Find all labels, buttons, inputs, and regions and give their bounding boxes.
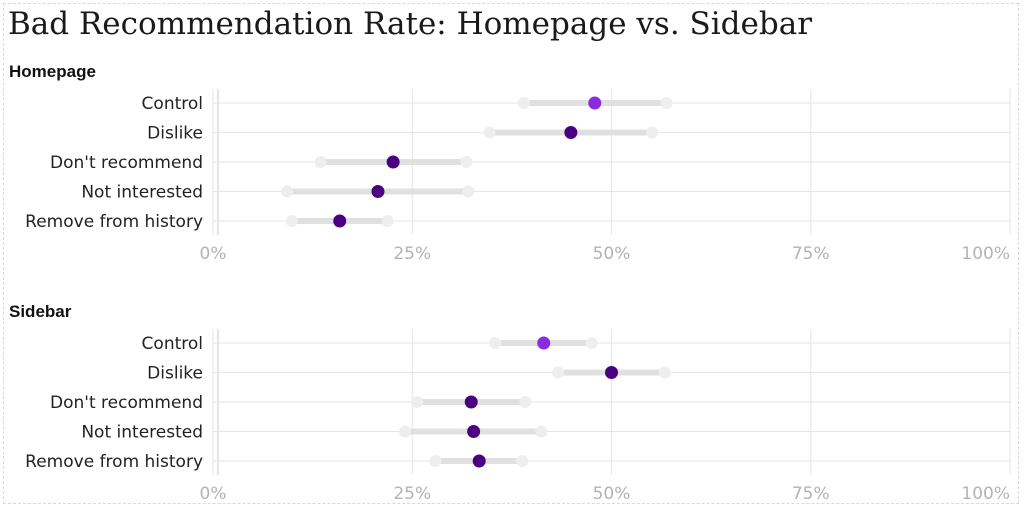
- category-label: Don't recommend: [50, 153, 203, 173]
- range-high-point: [462, 185, 475, 198]
- category-label: Control: [142, 94, 203, 114]
- range-low-point: [517, 97, 530, 109]
- range-high-point: [381, 215, 394, 227]
- x-tick-label: 0%: [200, 244, 227, 264]
- range-high-point: [460, 156, 473, 168]
- range-high-point: [658, 366, 671, 379]
- x-tick-label: 75%: [792, 244, 830, 264]
- range-low-point: [411, 396, 424, 408]
- estimate-point: [605, 366, 618, 379]
- category-label: Dislike: [147, 364, 203, 384]
- range-low-point: [281, 185, 294, 198]
- range-high-point: [519, 396, 532, 408]
- chart-frame: [3, 3, 1019, 504]
- category-label: Don't recommend: [50, 393, 203, 413]
- range-low-point: [552, 366, 565, 379]
- category-label: Remove from history: [25, 452, 203, 472]
- estimate-point: [537, 336, 551, 350]
- range-low-point: [483, 126, 496, 139]
- x-tick-label: 50%: [593, 484, 631, 504]
- x-tick-label: 25%: [393, 244, 431, 264]
- estimate-point: [564, 126, 578, 139]
- category-label: Remove from history: [25, 212, 203, 232]
- range-high-point: [660, 97, 673, 109]
- range-low-point: [489, 337, 502, 349]
- category-label: Not interested: [81, 183, 203, 203]
- range-high-point: [535, 425, 548, 438]
- category-label: Not interested: [81, 423, 203, 443]
- x-tick-label: 100%: [961, 244, 1010, 264]
- x-tick-label: 100%: [961, 484, 1010, 504]
- estimate-point: [464, 395, 478, 409]
- range-high-point: [516, 455, 529, 467]
- x-tick-label: 50%: [593, 244, 631, 264]
- estimate-point: [588, 96, 602, 110]
- estimate-point: [472, 454, 486, 468]
- range-low-point: [314, 156, 327, 168]
- range-low-point: [429, 455, 442, 467]
- estimate-point: [467, 425, 481, 438]
- panel-title: Homepage: [9, 62, 96, 81]
- category-label: Dislike: [147, 124, 203, 144]
- panel-title: Sidebar: [9, 302, 72, 321]
- estimate-point: [371, 185, 385, 198]
- range-low-point: [399, 425, 412, 438]
- x-tick-label: 0%: [200, 484, 227, 504]
- chart-title: Bad Recommendation Rate: Homepage vs. Si…: [8, 6, 813, 42]
- estimate-point: [333, 214, 347, 228]
- range-low-point: [285, 215, 298, 227]
- x-tick-label: 25%: [393, 484, 431, 504]
- x-tick-label: 75%: [792, 484, 830, 504]
- estimate-point: [386, 155, 400, 169]
- category-label: Control: [142, 334, 203, 354]
- range-high-point: [646, 126, 659, 139]
- range-high-point: [585, 337, 598, 349]
